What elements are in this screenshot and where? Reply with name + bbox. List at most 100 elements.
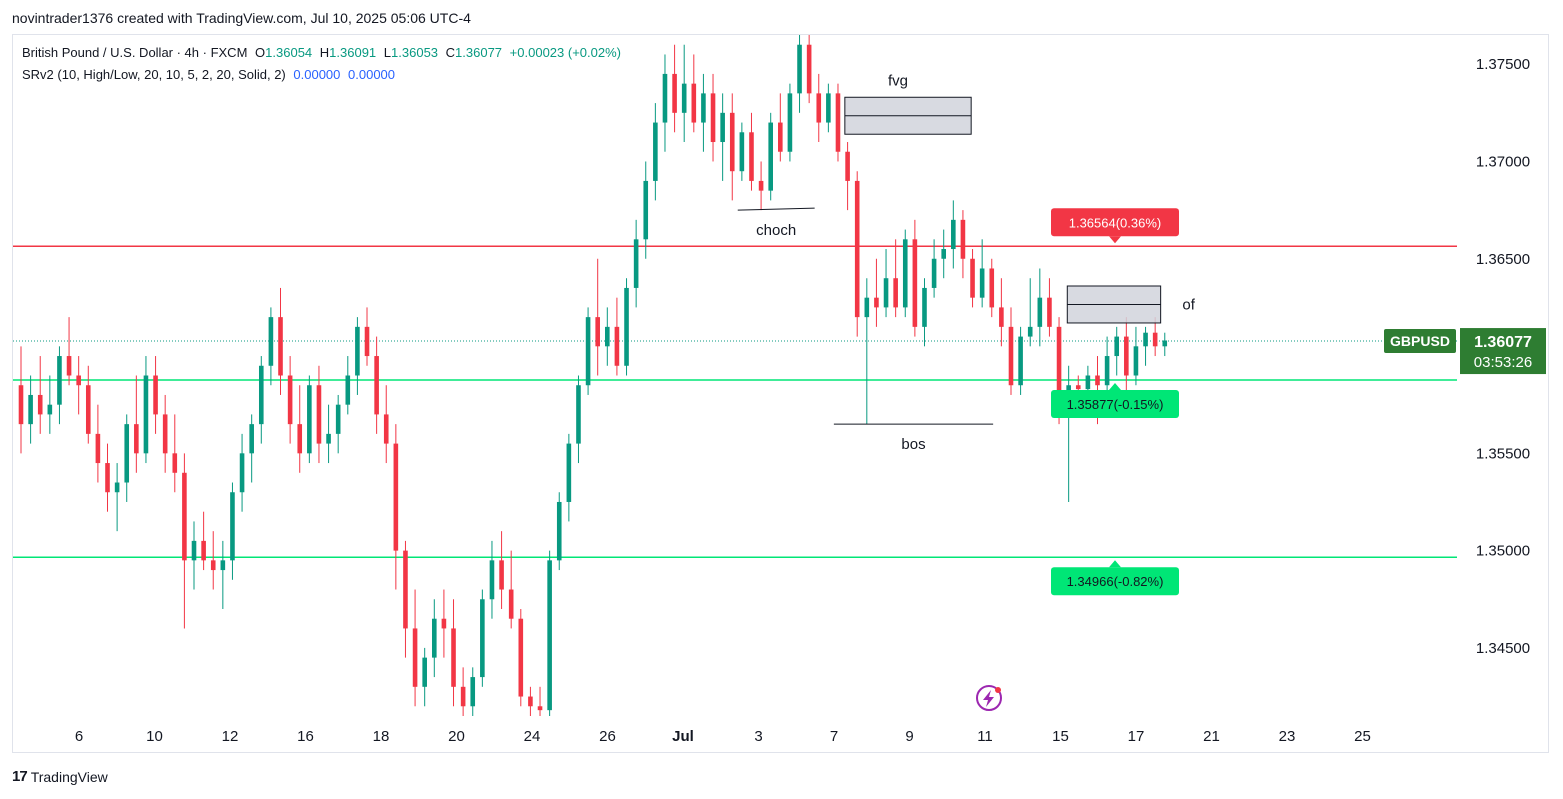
candle-body bbox=[335, 404, 341, 434]
candle-body bbox=[605, 326, 610, 347]
candle-body bbox=[835, 93, 841, 152]
candle-body bbox=[191, 540, 197, 561]
candle-body bbox=[1018, 336, 1023, 386]
indicator-name: SRv2 (10, High/Low, 20, 10, 5, 2, 20, So… bbox=[22, 67, 286, 82]
y-tick-label: 1.37500 bbox=[1476, 56, 1530, 73]
candle-body bbox=[1095, 375, 1100, 386]
support-1-badge-label: 1.35877(-0.15%) bbox=[1067, 397, 1164, 412]
candle-body bbox=[720, 112, 725, 143]
y-tick-label: 1.37000 bbox=[1476, 153, 1530, 170]
fvg-label: fvg bbox=[888, 72, 908, 89]
candle-body bbox=[710, 93, 716, 143]
candle-body bbox=[441, 618, 447, 629]
x-tick-label: 12 bbox=[222, 728, 239, 745]
candle-body bbox=[662, 73, 668, 123]
candle-body bbox=[287, 375, 293, 425]
lightning-icon-ring bbox=[976, 685, 1002, 711]
candle-body bbox=[105, 463, 110, 493]
candle-body bbox=[345, 375, 351, 405]
legend-high-label: H bbox=[319, 45, 330, 60]
candle-body bbox=[816, 93, 822, 123]
candle-body bbox=[902, 239, 908, 308]
indicator-value-1: 0.00000 bbox=[293, 67, 341, 82]
candle-body bbox=[307, 385, 312, 454]
x-tick-label: 21 bbox=[1203, 728, 1220, 745]
support-2-badge-label: 1.34966(-0.82%) bbox=[1067, 574, 1164, 589]
candle-body bbox=[1075, 385, 1081, 390]
tradingview-logo[interactable]: 17 TradingView bbox=[12, 768, 108, 785]
resistance-badge-label: 1.36564(0.36%) bbox=[1069, 215, 1162, 230]
y-tick-label: 1.34500 bbox=[1476, 640, 1530, 657]
candle-body bbox=[18, 385, 24, 425]
candle-body bbox=[874, 297, 879, 308]
tradingview-brand: TradingView bbox=[30, 768, 108, 785]
x-tick-label: 18 bbox=[373, 728, 390, 745]
candle-body bbox=[422, 657, 427, 687]
candle-body bbox=[316, 385, 322, 444]
x-tick-label: 3 bbox=[754, 728, 762, 745]
legend-close-value: 1.36077 bbox=[455, 45, 503, 60]
candle-body bbox=[845, 151, 850, 181]
x-tick-label: 17 bbox=[1128, 728, 1145, 745]
candle-body bbox=[268, 317, 274, 366]
lightning-icon-bolt bbox=[983, 690, 994, 707]
candle-body bbox=[460, 686, 466, 707]
candle-body bbox=[633, 239, 639, 288]
choch-label: choch bbox=[756, 222, 796, 239]
candle-body bbox=[220, 560, 226, 571]
candle-body bbox=[989, 268, 995, 308]
candle-body bbox=[729, 112, 735, 172]
candle-body bbox=[537, 706, 543, 711]
legend-open-value: 1.36054 bbox=[265, 45, 313, 60]
candle-body bbox=[28, 394, 33, 425]
support-2-badge bbox=[1051, 567, 1179, 596]
candle-body bbox=[681, 83, 687, 113]
support-1-badge bbox=[1051, 389, 1179, 418]
candle-body bbox=[614, 326, 620, 366]
candle-body bbox=[1047, 297, 1052, 327]
candle-body bbox=[364, 326, 370, 357]
candle-body bbox=[585, 317, 591, 386]
candle-body bbox=[912, 239, 918, 327]
candle-body bbox=[951, 219, 956, 250]
candle-body bbox=[162, 414, 168, 454]
chart-frame[interactable] bbox=[12, 34, 1549, 753]
y-tick-label: 1.35500 bbox=[1476, 445, 1530, 462]
x-tick-label: 15 bbox=[1052, 728, 1069, 745]
candle-body bbox=[547, 560, 552, 711]
chart-credit: novintrader1376 created with TradingView… bbox=[12, 10, 471, 26]
x-tick-label: 9 bbox=[905, 728, 913, 745]
candle-body bbox=[864, 297, 870, 318]
candle-body bbox=[1104, 356, 1110, 386]
x-tick-label: 10 bbox=[146, 728, 163, 745]
x-tick-label: 20 bbox=[448, 728, 465, 745]
legend-symbol-name: British Pound / U.S. Dollar · 4h · FXCM bbox=[22, 45, 248, 60]
candle-body bbox=[489, 560, 495, 600]
candle-body bbox=[470, 677, 476, 707]
candle-body bbox=[66, 356, 72, 376]
tradingview-mark-icon: 17 bbox=[12, 768, 28, 785]
last-price-badge bbox=[1460, 328, 1546, 375]
candle-body bbox=[797, 44, 802, 94]
y-tick-label: 1.35000 bbox=[1476, 543, 1530, 560]
candle-body bbox=[970, 258, 975, 298]
legend-close-label: C bbox=[445, 45, 456, 60]
candle-body bbox=[778, 122, 783, 152]
candle-body bbox=[806, 44, 812, 94]
candle-body bbox=[239, 453, 245, 493]
candle-body bbox=[739, 132, 745, 172]
candles-group bbox=[18, 35, 1168, 716]
x-tick-label: 26 bbox=[599, 728, 616, 745]
candle-body bbox=[47, 404, 53, 415]
bar-countdown: 03:53:26 bbox=[1474, 354, 1532, 371]
candle-body bbox=[931, 258, 937, 288]
candle-body bbox=[143, 375, 149, 454]
x-tick-label: 25 bbox=[1354, 728, 1371, 745]
candle-body bbox=[595, 317, 600, 347]
candle-body bbox=[883, 278, 889, 308]
candle-body bbox=[403, 550, 408, 629]
candle-body bbox=[518, 618, 524, 697]
candle-body bbox=[701, 93, 706, 123]
lightning-icon-dot bbox=[995, 687, 1001, 693]
